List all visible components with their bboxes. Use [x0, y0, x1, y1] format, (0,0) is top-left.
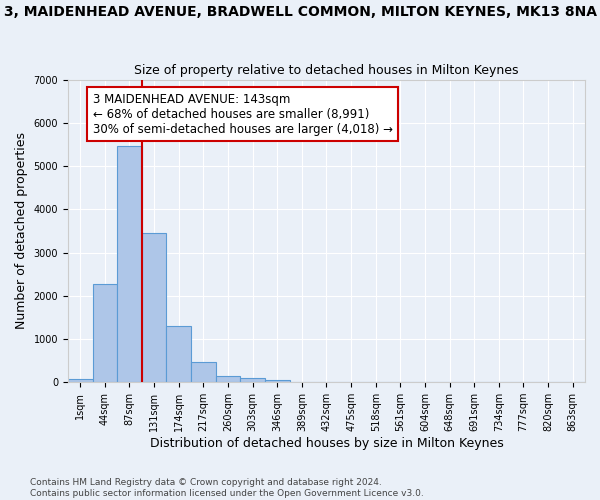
Bar: [240, 378, 265, 382]
Text: 3, MAIDENHEAD AVENUE, BRADWELL COMMON, MILTON KEYNES, MK13 8NA: 3, MAIDENHEAD AVENUE, BRADWELL COMMON, M…: [4, 5, 596, 19]
Bar: [191, 362, 215, 382]
Bar: [92, 284, 117, 382]
Y-axis label: Number of detached properties: Number of detached properties: [15, 132, 28, 330]
Bar: [166, 326, 191, 382]
Text: Contains HM Land Registry data © Crown copyright and database right 2024.
Contai: Contains HM Land Registry data © Crown c…: [30, 478, 424, 498]
Title: Size of property relative to detached houses in Milton Keynes: Size of property relative to detached ho…: [134, 64, 519, 77]
Text: 3 MAIDENHEAD AVENUE: 143sqm
← 68% of detached houses are smaller (8,991)
30% of : 3 MAIDENHEAD AVENUE: 143sqm ← 68% of det…: [92, 92, 392, 136]
Bar: [117, 146, 142, 382]
Bar: [265, 380, 290, 382]
X-axis label: Distribution of detached houses by size in Milton Keynes: Distribution of detached houses by size …: [149, 437, 503, 450]
Bar: [215, 376, 240, 382]
Bar: [68, 379, 92, 382]
Bar: [142, 234, 166, 382]
